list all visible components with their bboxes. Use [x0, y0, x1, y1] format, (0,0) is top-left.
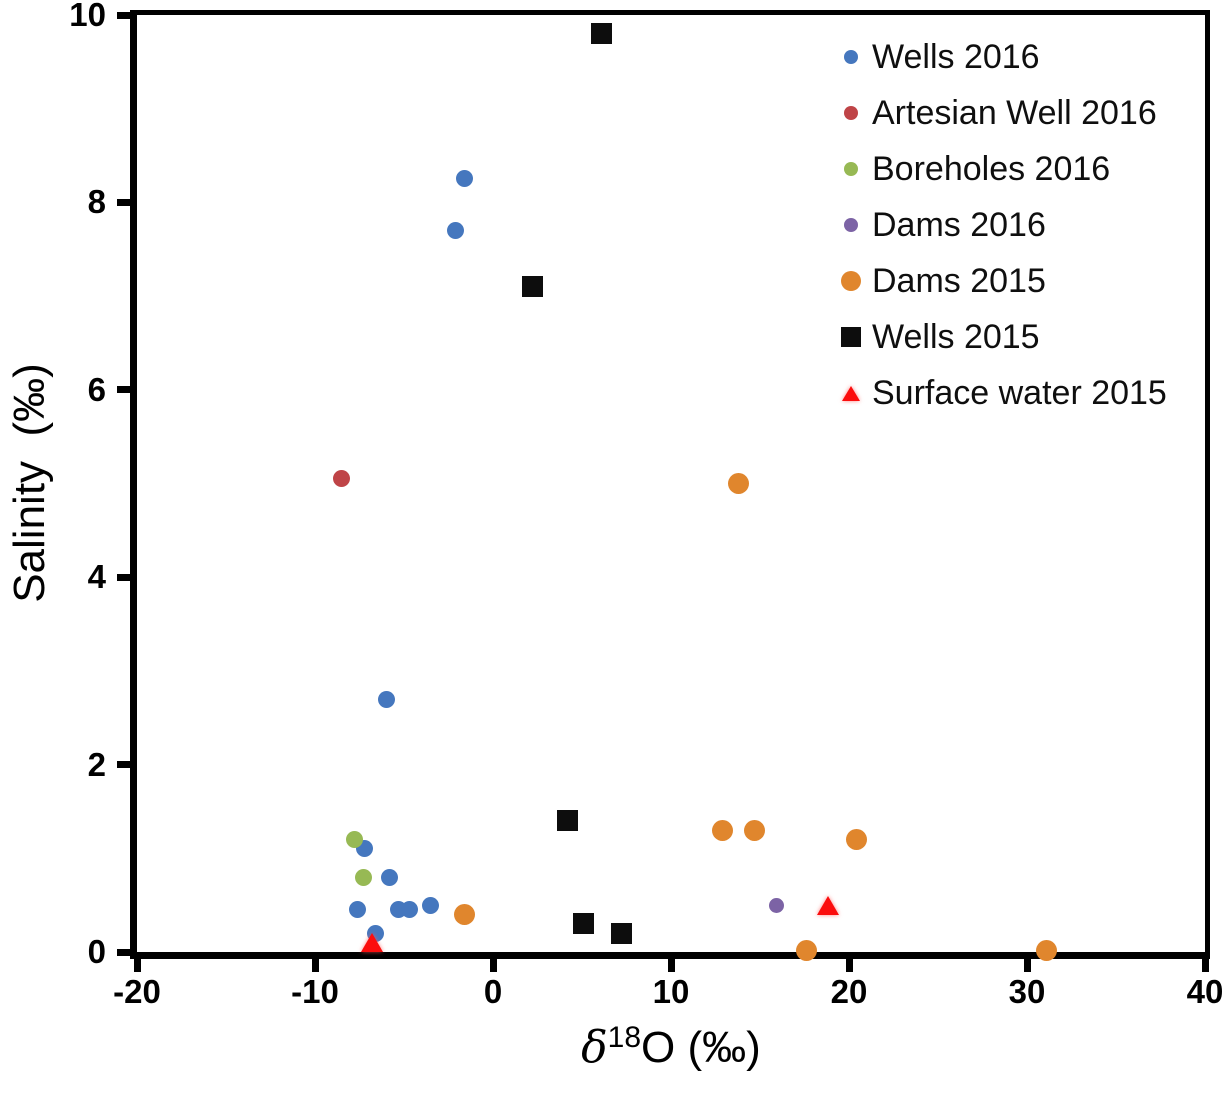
- x-tick-label: 10: [652, 973, 690, 1010]
- point-wells-2015: [573, 913, 595, 935]
- legend-item-boreholes-2016: Boreholes 2016: [834, 141, 1224, 197]
- circle-icon: [844, 106, 858, 120]
- point-dams-2015: [845, 829, 867, 851]
- legend-label: Surface water 2015: [872, 373, 1167, 412]
- x-tick: [133, 959, 141, 972]
- legend-label: Boreholes 2016: [872, 149, 1111, 188]
- y-tick: [117, 573, 130, 581]
- x-tick: [667, 959, 675, 972]
- circle-icon: [844, 162, 858, 176]
- artesian-well-2016-legend-marker-icon: [834, 106, 868, 120]
- point-wells-2016: [377, 690, 395, 708]
- point-wells-2015: [591, 23, 613, 45]
- x-tick: [1023, 959, 1031, 972]
- boreholes-2016-legend-marker-icon: [834, 162, 868, 176]
- point-wells-2016: [422, 896, 440, 914]
- point-dams-2015: [712, 819, 734, 841]
- point-dams-2015: [728, 473, 750, 494]
- legend-label: Wells 2015: [872, 317, 1040, 356]
- legend-item-surface-water-2015: Surface water 2015: [834, 365, 1224, 421]
- y-tick-label: 2: [87, 745, 106, 783]
- y-tick-label: 0: [87, 933, 106, 970]
- point-dams-2016: [768, 897, 784, 913]
- x-axis-title-superscript: 18: [607, 1021, 642, 1054]
- y-tick-label: 6: [87, 370, 106, 408]
- dams-2015-legend-marker-icon: [834, 271, 868, 291]
- y-tick: [117, 11, 130, 19]
- point-dams-2015: [744, 819, 766, 841]
- surface-water-2015-legend-marker-icon: [834, 385, 868, 401]
- point-boreholes-2016: [345, 831, 363, 849]
- x-tick: [489, 959, 497, 972]
- x-tick-label: -10: [291, 973, 339, 1010]
- x-axis-title-element: O: [641, 1023, 676, 1072]
- point-wells-2015: [610, 922, 632, 944]
- y-tick: [117, 761, 130, 769]
- legend-label: Dams 2016: [872, 205, 1046, 244]
- y-tick-label: 8: [87, 183, 106, 221]
- circle-icon: [841, 271, 861, 291]
- y-tick: [117, 948, 130, 956]
- point-boreholes-2016: [354, 868, 372, 886]
- point-wells-2016: [456, 170, 474, 188]
- y-tick-label: 4: [87, 558, 106, 596]
- point-artesian-well-2016: [333, 470, 351, 488]
- triangle-icon: [842, 385, 860, 401]
- point-wells-2016: [400, 901, 418, 919]
- y-axis-title: Salinity (‰): [5, 363, 54, 603]
- point-dams-2015: [454, 904, 476, 926]
- x-tick: [845, 959, 853, 972]
- point-surface-water-2015: [816, 895, 839, 915]
- legend-item-dams-2016: Dams 2016: [834, 197, 1224, 253]
- point-wells-2016: [447, 222, 465, 239]
- point-dams-2015: [795, 939, 817, 961]
- point-wells-2015: [521, 276, 543, 298]
- plot-area: [130, 10, 1210, 959]
- wells-2016-legend-marker-icon: [834, 50, 868, 64]
- legend-label: Wells 2016: [872, 37, 1040, 76]
- x-axis-title: δ18O (‰): [137, 1021, 1205, 1073]
- wells-2015-legend-marker-icon: [834, 327, 868, 347]
- x-tick: [311, 959, 319, 972]
- circle-icon: [844, 50, 858, 64]
- y-tick: [117, 386, 130, 394]
- legend-item-wells-2015: Wells 2015: [834, 309, 1224, 365]
- y-tick: [117, 198, 130, 206]
- x-tick: [1201, 959, 1209, 972]
- x-tick-label: 30: [1008, 973, 1046, 1010]
- dams-2016-legend-marker-icon: [834, 218, 868, 232]
- x-tick-label: 40: [1186, 973, 1224, 1010]
- y-tick-label: 10: [69, 0, 106, 33]
- legend-item-dams-2015: Dams 2015: [834, 253, 1224, 309]
- x-tick-label: 20: [830, 973, 868, 1010]
- point-wells-2015: [557, 810, 579, 832]
- legend-label: Artesian Well 2016: [872, 93, 1157, 132]
- circle-icon: [844, 218, 858, 232]
- x-axis-title-delta: δ: [581, 1022, 608, 1073]
- legend-item-wells-2016: Wells 2016: [834, 29, 1224, 85]
- legend-label: Dams 2015: [872, 261, 1046, 300]
- point-surface-water-2015: [360, 933, 383, 953]
- square-icon: [841, 327, 861, 347]
- x-axis-title-units: (‰): [675, 1023, 761, 1072]
- x-tick-label: 0: [483, 973, 503, 1010]
- point-dams-2015: [1036, 939, 1058, 961]
- x-tick-label: -20: [113, 973, 161, 1010]
- point-wells-2016: [349, 901, 367, 919]
- point-wells-2016: [381, 868, 399, 886]
- legend-item-artesian-well-2016: Artesian Well 2016: [834, 85, 1224, 141]
